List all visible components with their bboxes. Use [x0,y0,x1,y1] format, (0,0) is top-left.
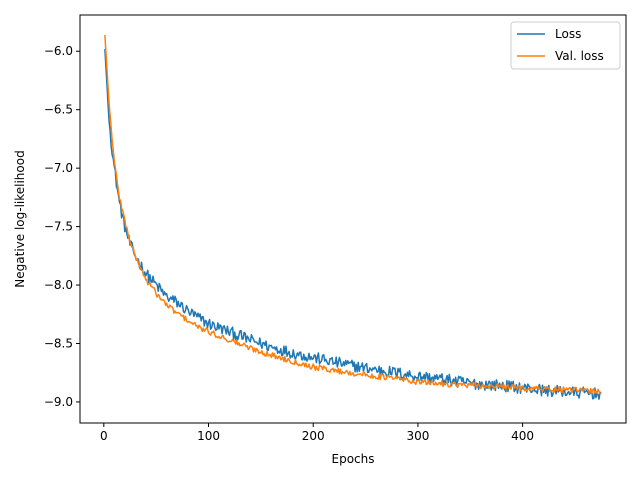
x-tick-label: 400 [511,429,534,443]
y-tick-label: −9.0 [44,395,73,409]
x-axis-label: Epochs [332,452,375,466]
y-tick-label: −7.0 [44,161,73,175]
x-tick-label: 100 [197,429,220,443]
x-tick-label: 200 [302,429,325,443]
y-tick-label: −8.0 [44,278,73,292]
y-tick-label: −6.0 [44,44,73,58]
y-tick-label: −6.5 [44,103,73,117]
plot-frame [79,14,627,424]
legend-label-1: Val. loss [555,49,604,63]
legend: Loss Val. loss [510,21,621,70]
series-line-1 [104,34,602,395]
x-tick-label: 300 [406,429,429,443]
y-axis-ticks: −6.0 −6.5 −7.0 −7.5 −8.0 −8.5 −9.0 [44,44,80,409]
x-tick-label: 0 [100,429,108,443]
y-axis-label: Negative log-likelihood [13,150,27,287]
legend-label-0: Loss [555,27,581,41]
y-tick-label: −8.5 [44,337,73,351]
x-axis-ticks: 0 100 200 300 400 [100,423,534,443]
series-layer [104,34,602,400]
y-tick-label: −7.5 [44,220,73,234]
